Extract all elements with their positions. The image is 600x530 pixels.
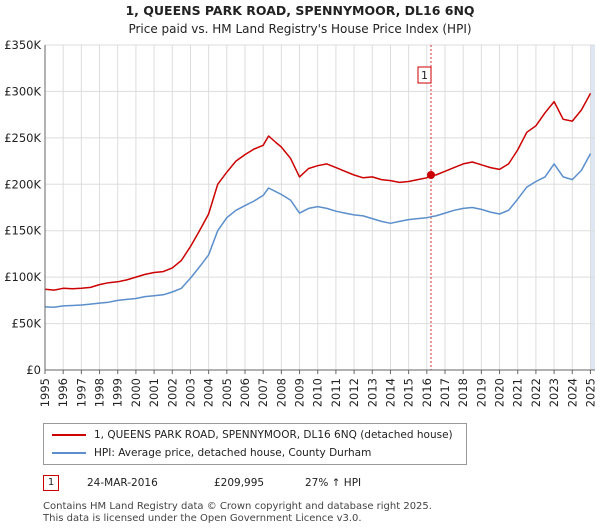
x-tick-label: 2020	[493, 378, 507, 407]
x-tick-label: 2023	[547, 378, 561, 407]
price-chart: £0 £50K £100K £150K £200K £250K £300K £350K 1995…	[4, 38, 597, 407]
x-tick-label: 2011	[329, 378, 343, 407]
x-tick-label: 2012	[347, 378, 361, 407]
y-tick-label: £100K	[4, 270, 41, 284]
x-tick-label: 2025	[583, 378, 597, 407]
x-tick-label: 2003	[183, 378, 197, 407]
x-tick-label: 2006	[238, 378, 252, 407]
footer: Contains HM Land Registry data © Crown c…	[43, 501, 432, 525]
x-tick-label: 2016	[420, 378, 434, 407]
x-tick-label: 2004	[202, 378, 216, 407]
x-tick-label: 2014	[383, 378, 397, 407]
y-tick-label: £300K	[4, 84, 41, 98]
x-tick-label: 2015	[402, 378, 416, 407]
footer-line-2: This data is licensed under the Open Gov…	[43, 513, 362, 524]
x-tick-label: 2019	[474, 378, 488, 407]
x-tick-label: 2021	[511, 378, 525, 407]
x-tick-label: 2010	[311, 378, 325, 407]
y-tick-label: £0	[26, 363, 41, 377]
x-tick-label: 2022	[529, 378, 543, 407]
y-tick-label: £350K	[4, 38, 41, 52]
sale-label: 1	[421, 69, 428, 82]
x-tick-label: 2013	[365, 378, 379, 407]
x-tick-label: 2002	[165, 378, 179, 407]
legend-swatch-hpi	[52, 452, 86, 454]
hpi-line	[44, 153, 592, 309]
legend: 1, QUEENS PARK ROAD, SPENNYMOOR, DL16 6N…	[43, 423, 467, 465]
future-shade	[590, 45, 595, 370]
chart-subtitle: Price paid vs. HM Land Registry's House …	[128, 22, 472, 36]
transaction-hpi-delta: 27% ↑ HPI	[305, 477, 362, 489]
x-tick-label: 2018	[456, 378, 470, 407]
x-tick-label: 2017	[438, 378, 452, 407]
x-tick-label: 2009	[293, 378, 307, 407]
legend-item-property: 1, QUEENS PARK ROAD, SPENNYMOOR, DL16 6N…	[52, 427, 453, 443]
legend-swatch-property	[52, 434, 86, 436]
sale-point	[427, 171, 435, 180]
legend-item-hpi: HPI: Average price, detached house, Coun…	[52, 445, 371, 461]
transaction-price: £209,995	[214, 477, 265, 489]
legend-label-property: 1, QUEENS PARK ROAD, SPENNYMOOR, DL16 6N…	[94, 429, 453, 441]
x-tick-label: 2024	[565, 378, 579, 407]
x-tick-label: 1995	[38, 378, 52, 407]
x-tick-label: 1998	[93, 378, 107, 407]
x-tick-label: 1999	[111, 378, 125, 407]
x-tick-label: 2005	[220, 378, 234, 407]
chart-title: 1, QUEENS PARK ROAD, SPENNYMOOR, DL16 6N…	[125, 3, 475, 18]
transaction-date: 24-MAR-2016	[87, 477, 158, 489]
x-tick-label: 1996	[56, 378, 70, 407]
sale-label-box	[417, 66, 432, 84]
transaction-badge: 1	[43, 475, 59, 491]
y-tick-label: £250K	[4, 131, 41, 145]
footer-line-1: Contains HM Land Registry data © Crown c…	[43, 501, 432, 512]
x-tick-label: 1997	[74, 378, 88, 407]
legend-label-hpi: HPI: Average price, detached house, Coun…	[94, 447, 372, 459]
x-tick-label: 2008	[274, 378, 288, 407]
x-tick-label: 2000	[129, 378, 143, 407]
x-tick-label: 2007	[256, 378, 270, 407]
y-tick-label: £150K	[4, 224, 41, 238]
x-tick-label: 2001	[147, 378, 161, 407]
property-price-line	[44, 92, 592, 291]
y-tick-label: £200K	[4, 177, 41, 191]
y-tick-label: £50K	[12, 317, 42, 331]
